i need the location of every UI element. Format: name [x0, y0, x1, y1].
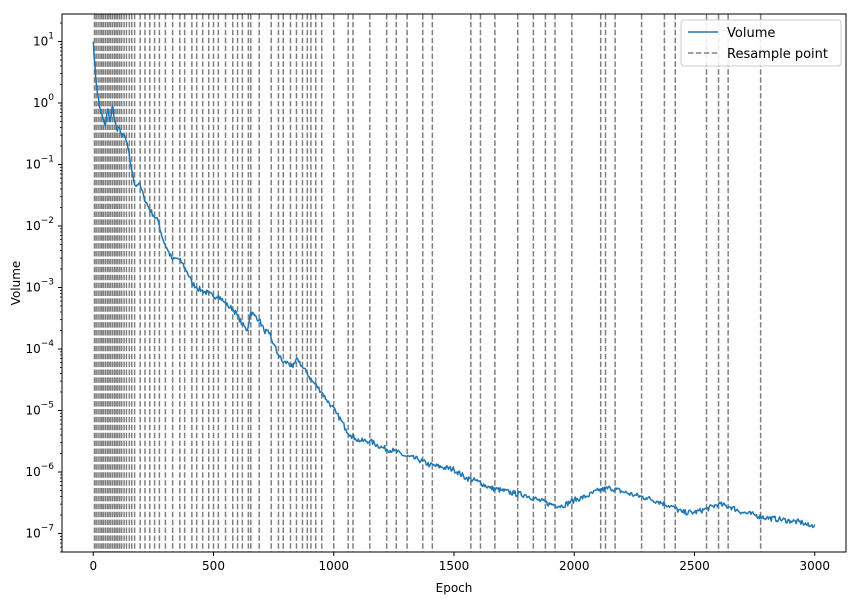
y-tick-label-6: 10−1	[25, 154, 54, 171]
volume-line	[92, 41, 816, 529]
x-tick-label-2: 1000	[318, 559, 349, 573]
y-tick-label-1: 10−6	[25, 462, 54, 479]
y-tick-label-3: 10−4	[25, 339, 54, 356]
y-tick-label-7: 100	[33, 93, 54, 110]
x-tick-label-1: 500	[202, 559, 225, 573]
legend-volume-label: Volume	[727, 26, 775, 41]
y-tick-label-0: 10−7	[25, 523, 54, 540]
y-tick-label-4: 10−3	[25, 277, 54, 294]
legend-resample-label: Resample point	[727, 47, 828, 62]
x-tick-label-4: 2000	[559, 559, 590, 573]
legend-box	[680, 19, 842, 67]
y-tick-label-2: 10−5	[25, 400, 54, 417]
y-tick-label-5: 10−2	[25, 216, 54, 233]
volume-series	[92, 41, 816, 529]
x-tick-label-0: 0	[89, 559, 97, 573]
x-tick-label-3: 1500	[439, 559, 470, 573]
resample-lines	[93, 14, 762, 552]
y-axis-title: Volume	[9, 261, 23, 306]
x-tick-label-5: 2500	[679, 559, 710, 573]
x-axis-title: Epoch	[436, 581, 473, 595]
y-tick-label-8: 101	[33, 31, 54, 48]
x-tick-label-6: 3000	[799, 559, 830, 573]
x-axis: 0 500 1000 1500 2000 2500 3000	[89, 552, 830, 573]
y-axis: 10−7 10−6 10−5 10−4 10−3 10−2 10−1 100 101	[25, 22, 62, 553]
legend: Volume Resample point	[680, 19, 842, 67]
